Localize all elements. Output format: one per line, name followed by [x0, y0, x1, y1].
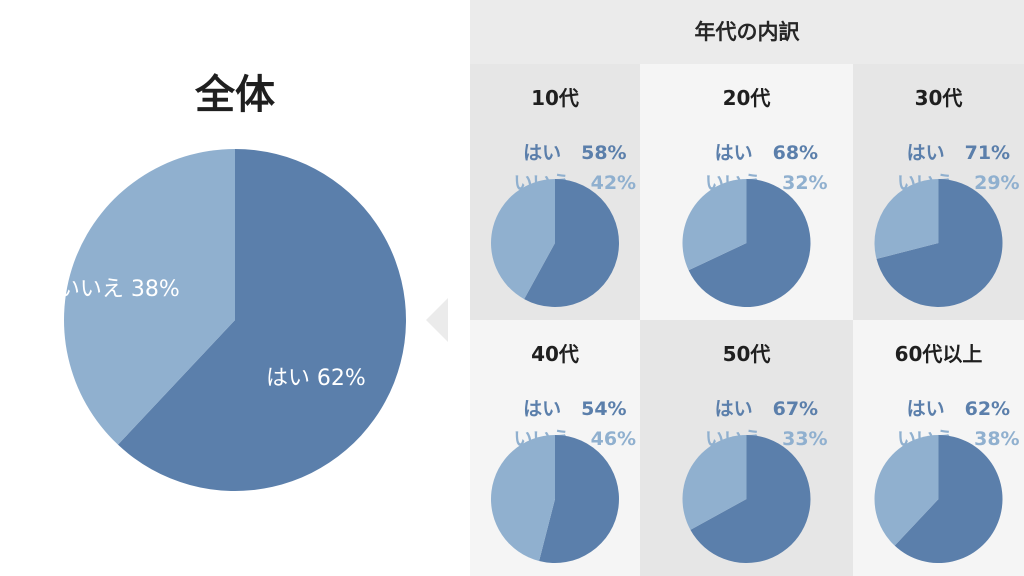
- stat-no-value: 42%: [590, 172, 637, 194]
- age-cell-title: 20代: [722, 86, 771, 110]
- stat-yes-value: 54%: [581, 398, 627, 420]
- stat-yes-value: 58%: [581, 142, 627, 164]
- age-pie-chart: [490, 435, 619, 563]
- overall-title: 全体: [195, 72, 275, 118]
- stat-yes-label: はい: [523, 142, 562, 164]
- stat-yes-row: はい 58%: [470, 116, 640, 187]
- slice-yes: [524, 179, 620, 307]
- slice-no: [490, 435, 555, 561]
- stat-yes-row: はい 54%: [470, 372, 640, 443]
- data-label-yes: はい 62%: [266, 366, 366, 391]
- stat-no-value: 33%: [782, 428, 828, 450]
- age-pie-chart: [682, 179, 811, 307]
- slice-no: [682, 179, 747, 271]
- stat-yes-label: はい: [906, 398, 945, 420]
- slice-no: [64, 149, 235, 445]
- stat-yes-label: はい: [714, 398, 753, 420]
- stat-yes-row: はい 62%: [853, 372, 1024, 443]
- slice-no: [682, 435, 747, 530]
- stat-yes-label: はい: [714, 142, 753, 164]
- stat-yes-value: 68%: [772, 142, 819, 164]
- stat-no-value: 32%: [782, 172, 828, 194]
- stat-yes-value: 62%: [964, 398, 1011, 420]
- overall-panel: 全体 はい 62% いいえ 38%: [0, 0, 470, 576]
- age-pie-chart: [874, 179, 1003, 307]
- overall-pie-chart: はい 62% いいえ 38%: [58, 149, 407, 491]
- stat-yes-value: 71%: [964, 142, 1011, 164]
- stat-yes-row: はい 68%: [640, 116, 853, 187]
- age-cell-title: 10代: [531, 86, 579, 110]
- age-cell-title: 50代: [722, 342, 771, 366]
- slice-yes: [688, 179, 811, 307]
- slice-yes: [539, 435, 619, 563]
- age-pie-chart: [491, 179, 620, 307]
- stat-no-value: 46%: [590, 428, 637, 450]
- slice-no: [874, 435, 939, 546]
- slice-no: [874, 179, 939, 259]
- stat-yes-value: 67%: [772, 398, 819, 420]
- slice-yes: [876, 179, 1003, 307]
- age-pie-chart: [682, 435, 811, 563]
- stat-yes-row: はい 71%: [853, 116, 1024, 187]
- age-pie-chart: [874, 435, 1003, 563]
- stat-no-value: 29%: [974, 172, 1020, 194]
- slice-no: [491, 179, 555, 300]
- pointer-arrow-icon: [426, 298, 448, 342]
- stat-no-value: 38%: [974, 428, 1020, 450]
- slice-yes: [117, 149, 407, 491]
- data-label-no: いいえ 38%: [58, 277, 180, 302]
- slice-yes: [690, 435, 811, 563]
- age-cell-title: 60代以上: [894, 342, 983, 366]
- age-cell-title: 40代: [531, 342, 579, 366]
- stat-yes-label: はい: [906, 142, 945, 164]
- age-cell-title: 30代: [914, 86, 963, 110]
- stat-yes-row: はい 67%: [640, 372, 853, 443]
- breakdown-title: 年代の内訳: [694, 20, 800, 44]
- slice-yes: [894, 435, 1003, 563]
- stat-yes-label: はい: [523, 398, 562, 420]
